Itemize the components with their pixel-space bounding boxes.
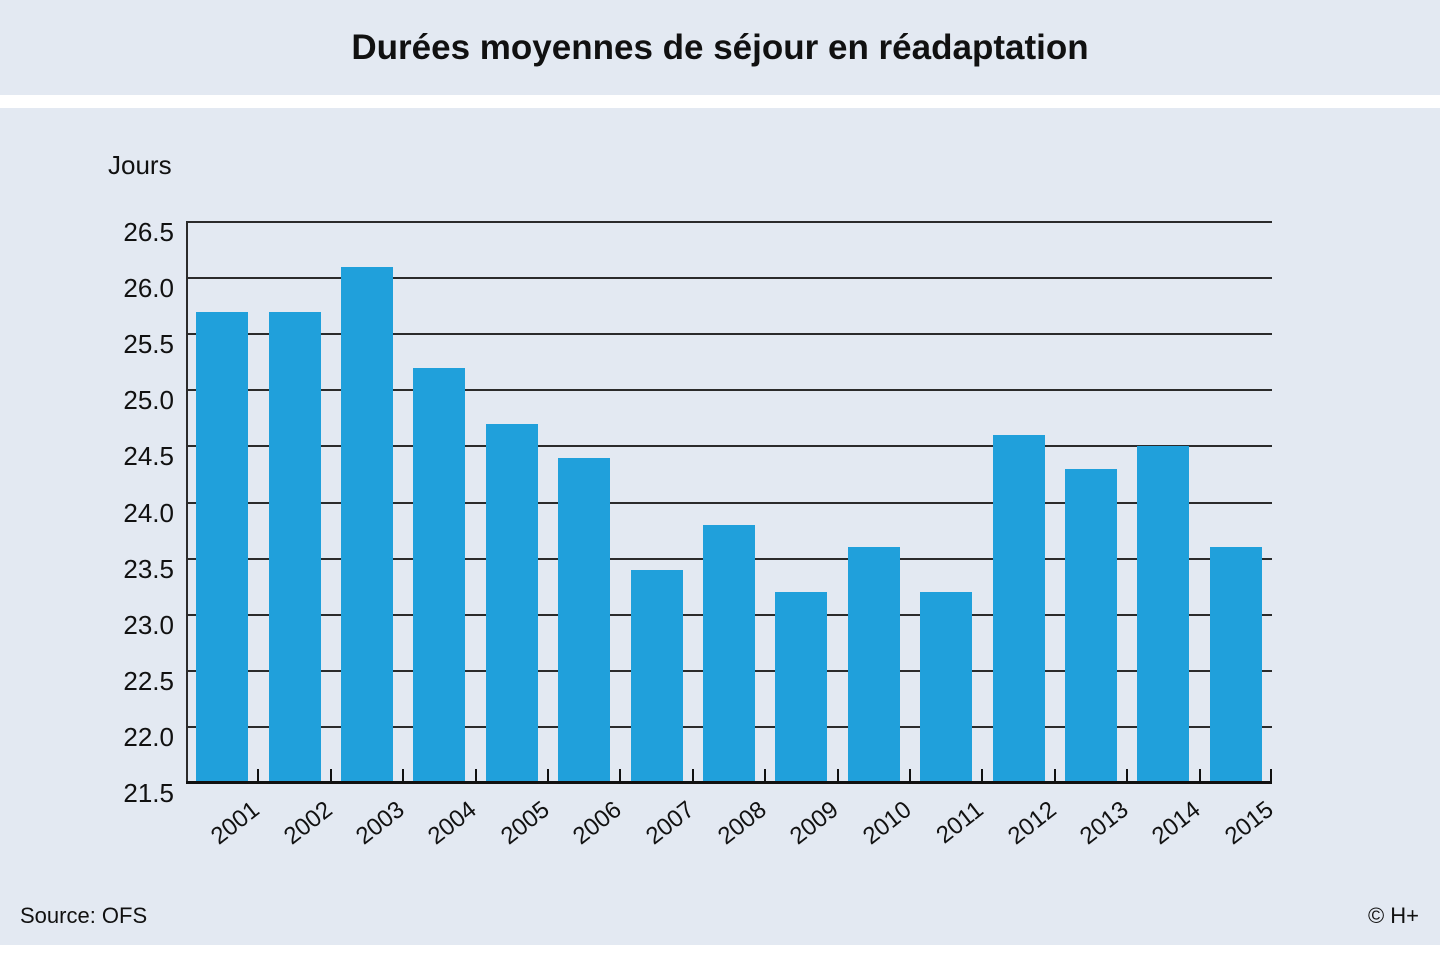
y-tick-label-22.0: 22.0: [123, 721, 174, 752]
x-axis-tick: [619, 769, 622, 782]
x-axis-tick: [1198, 769, 1201, 782]
bar-2013: [1065, 468, 1117, 783]
x-axis-tick: [329, 769, 332, 782]
y-tick-label-26.5: 26.5: [123, 217, 174, 247]
gridline-25.0: [186, 389, 1272, 392]
source-label: Source: OFS: [20, 903, 148, 928]
y-tick-label-25.5: 25.5: [123, 329, 174, 360]
header-band: Durées moyennes de séjour en réadaptatio…: [0, 0, 1440, 95]
bar-2006: [558, 457, 611, 783]
bar-2009: [775, 592, 828, 783]
x-axis-tick: [257, 769, 260, 782]
y-tick-label-23.0: 23.0: [123, 609, 174, 640]
y-axis-title: Jours: [108, 150, 172, 180]
y-tick-label-24.5: 24.5: [123, 441, 174, 472]
x-axis-baseline: [186, 781, 1272, 784]
y-tick-label-22.5: 22.5: [123, 665, 174, 696]
x-axis-tick: [836, 769, 839, 782]
gridline-24.5: [186, 445, 1272, 448]
plot-area: 26.5 26.0 25.5 25.0 24.5 24.0 23.5 23.0 22.5 22.0…: [123, 217, 1278, 850]
bar-2002: [268, 311, 321, 783]
x-axis-tick: [1053, 769, 1056, 782]
x-axis-tick: [981, 769, 984, 782]
gridline-25.5: [186, 333, 1272, 336]
bar-2014: [1137, 446, 1190, 783]
x-axis-tick: [402, 769, 405, 782]
x-axis-tick: [474, 769, 477, 782]
gridline-24.0: [186, 501, 1272, 504]
gridline-26.0: [186, 277, 1272, 280]
copyright-label: © H+: [1367, 903, 1419, 928]
y-tick-label-23.5: 23.5: [123, 553, 174, 584]
x-axis-tick: [1270, 769, 1272, 782]
bar-2001: [196, 311, 249, 783]
x-axis-tick: [909, 769, 911, 782]
x-axis-tick: [1126, 769, 1129, 782]
bar-2004: [413, 367, 466, 783]
x-axis-tick: [764, 769, 767, 782]
y-tick-label-25.0: 25.0: [123, 385, 174, 416]
bar-2003: [341, 266, 393, 783]
x-axis-tick: [691, 769, 694, 782]
bar-2007: [630, 569, 683, 783]
x-axis-tick: [547, 769, 549, 782]
bar-2008: [703, 524, 755, 783]
bar-2012: [992, 435, 1045, 783]
bar-2005: [485, 423, 538, 783]
bar-2011: [920, 592, 973, 783]
bar-2010: [847, 547, 900, 783]
bar-2015: [1209, 547, 1262, 783]
y-tick-label-21.5: 21.5: [123, 778, 174, 808]
chart-title: Durées moyennes de séjour en réadaptatio…: [351, 28, 1089, 67]
y-tick-label-26.0: 26.0: [123, 273, 174, 304]
gridline-26.5: [186, 221, 1272, 223]
y-tick-label-24.0: 24.0: [123, 497, 174, 528]
y-axis-spine: [186, 222, 188, 783]
